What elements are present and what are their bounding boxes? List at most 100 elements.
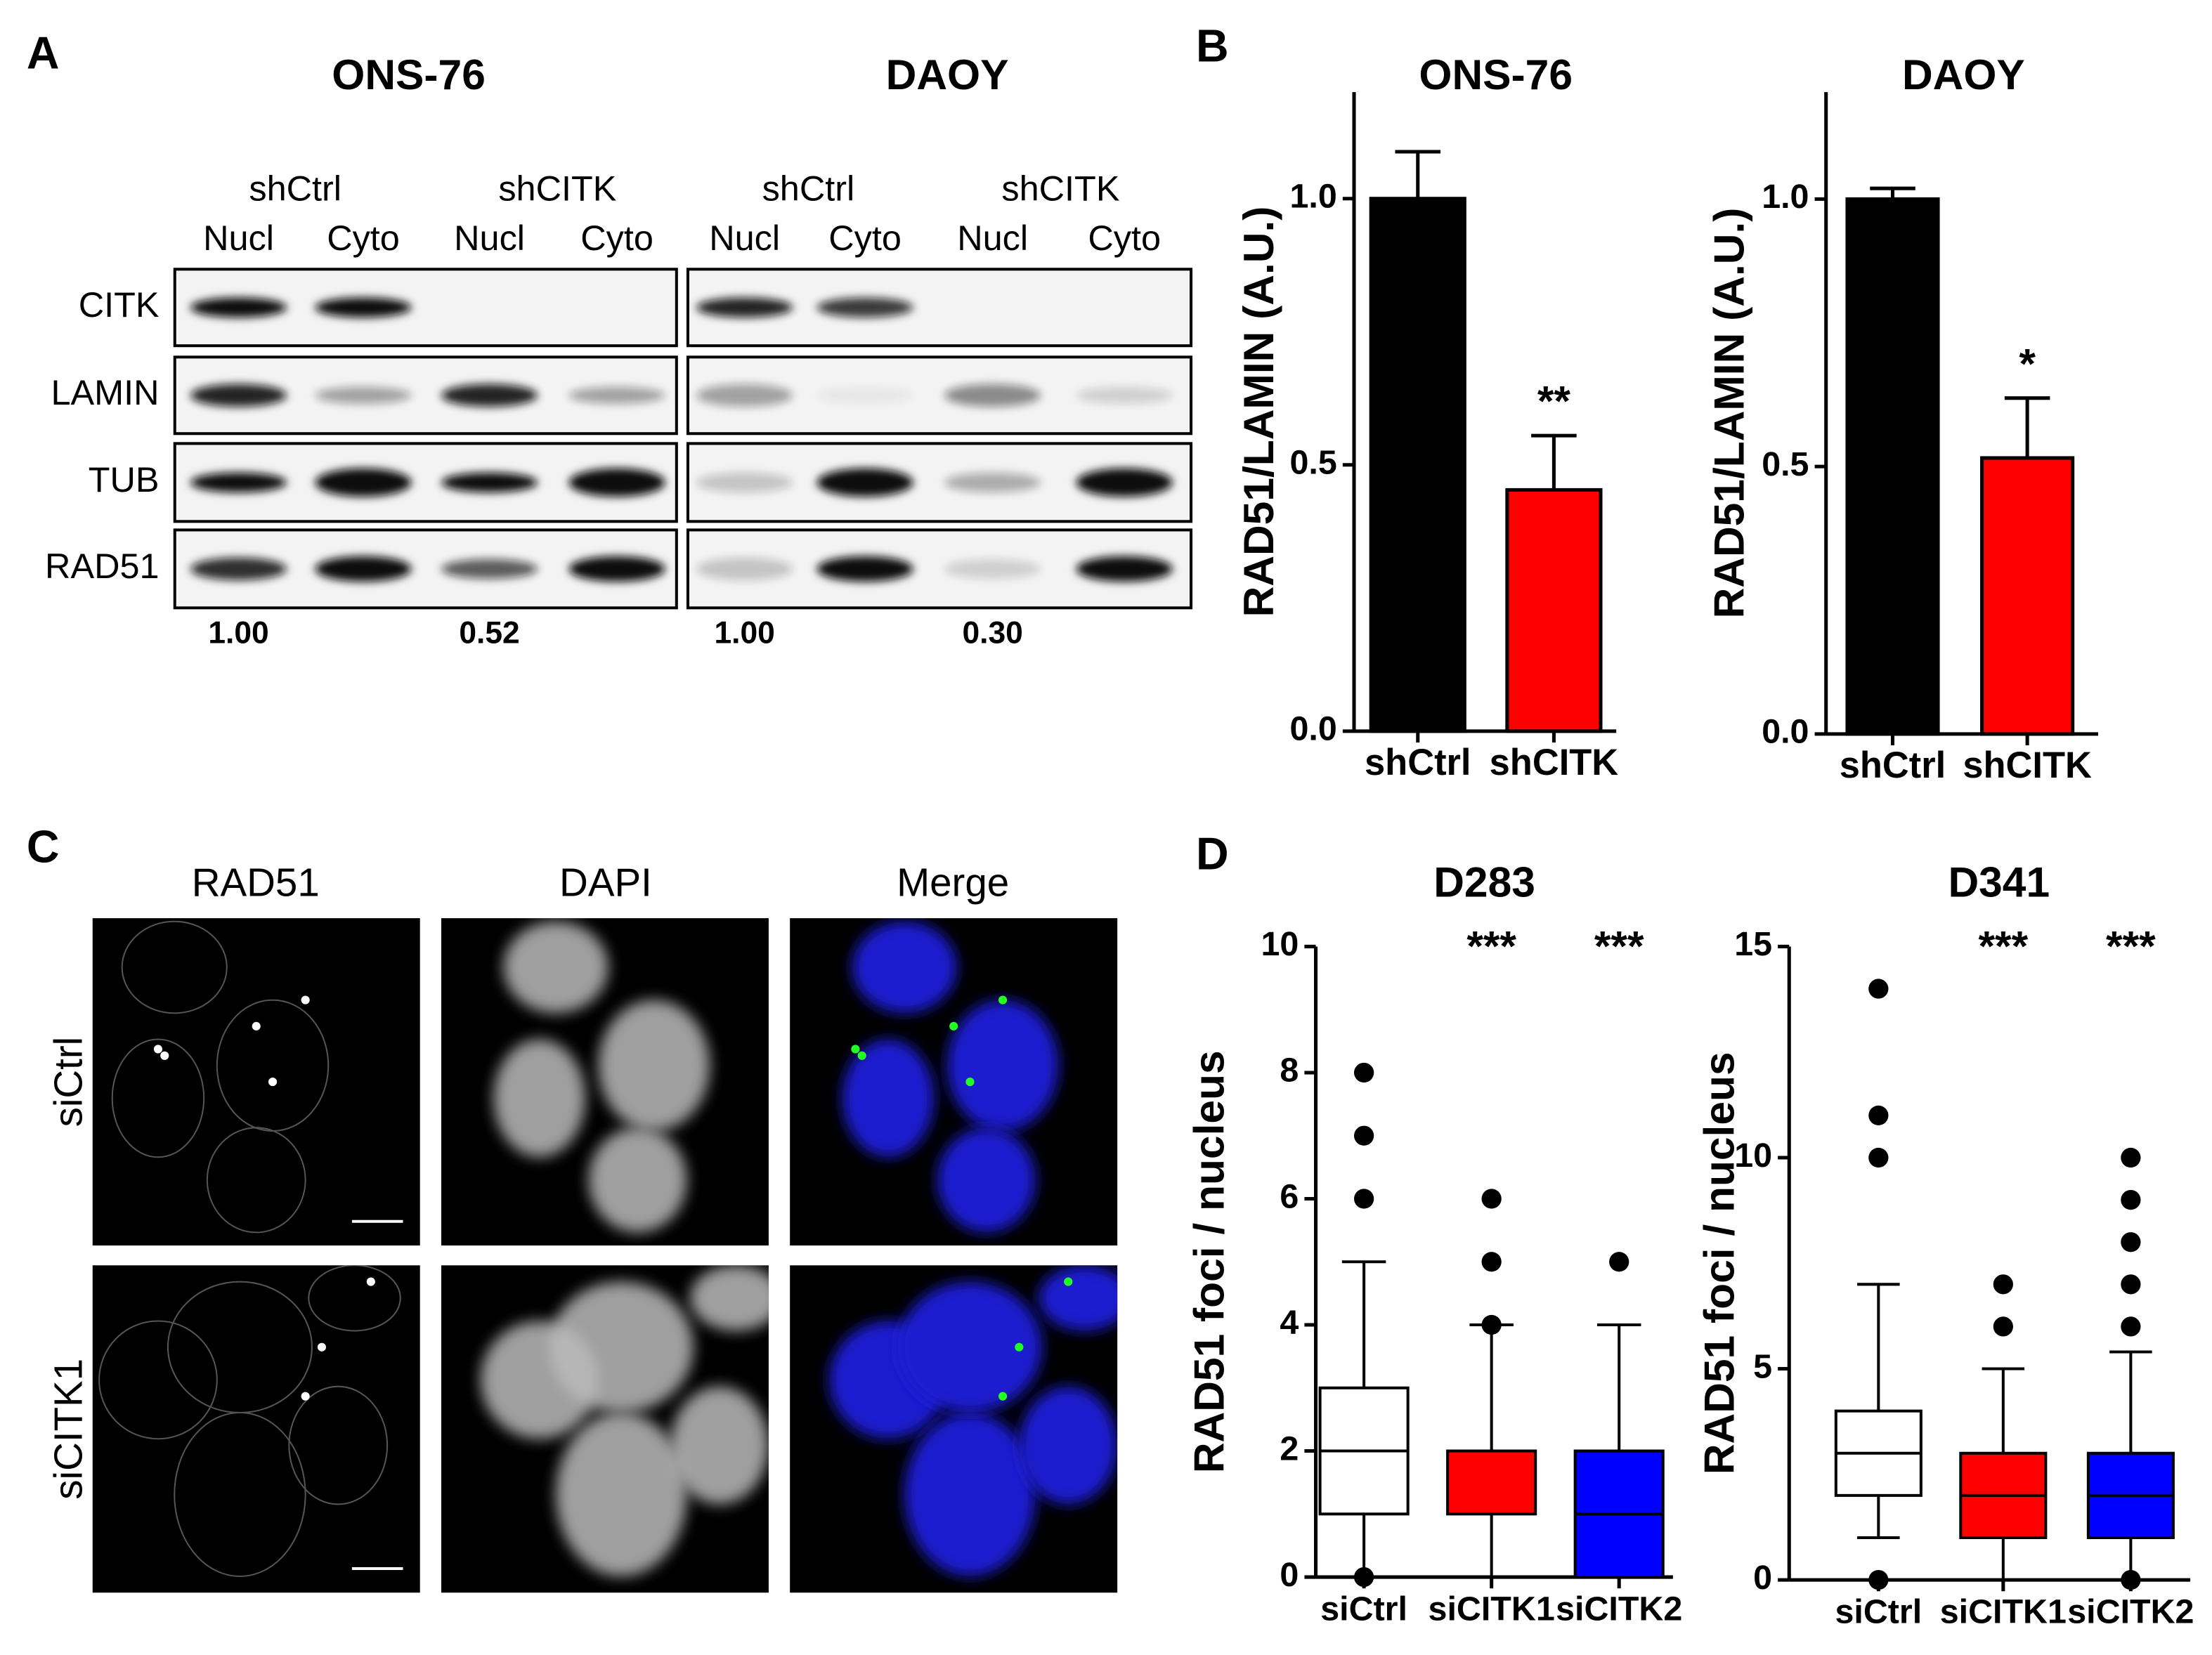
x-tick-label: siCITK2 — [1556, 1590, 1682, 1628]
y-tick-label: 0.5 — [1289, 444, 1336, 482]
focus — [857, 1051, 866, 1060]
panel-label: C — [27, 821, 60, 872]
condition-label: shCITK — [1001, 169, 1119, 209]
nucleus — [206, 1127, 306, 1234]
micrograph-content — [98, 1265, 401, 1577]
y-axis-label: RAD51 foci / nucleus — [1695, 1052, 1743, 1474]
micrograph-content — [842, 921, 1059, 1233]
outlier — [1993, 1316, 2013, 1337]
y-tick-label: 6 — [1280, 1177, 1299, 1215]
outlier — [1353, 1062, 1374, 1083]
quantification: 1.00 — [714, 615, 774, 650]
nucleus — [503, 921, 609, 1014]
blot-band — [315, 297, 412, 318]
blot-band — [817, 556, 913, 582]
fraction-label: Nucl — [709, 218, 780, 258]
focus — [1015, 1342, 1024, 1352]
outlier — [1481, 1252, 1502, 1272]
fraction-label: Cyto — [327, 218, 400, 258]
blot-band — [817, 468, 913, 497]
panel-label: A — [27, 28, 60, 79]
condition-label: shCtrl — [762, 169, 855, 209]
blot-band — [1076, 468, 1173, 497]
blot-band — [1076, 386, 1173, 404]
blot-band — [696, 472, 793, 492]
y-tick-label: 2 — [1280, 1430, 1299, 1467]
quantification: 0.52 — [459, 615, 519, 650]
panel-label: B — [1196, 21, 1229, 72]
quantification: 0.30 — [962, 615, 1022, 650]
fraction-label: Cyto — [580, 218, 653, 258]
significance: ** — [1537, 377, 1571, 425]
blot-band — [441, 472, 538, 492]
focus — [301, 1392, 310, 1401]
y-tick-label: 15 — [1734, 925, 1772, 963]
outlier — [1353, 1566, 1374, 1588]
significance: *** — [1466, 922, 1516, 969]
blot-row-label: RAD51 — [45, 546, 160, 586]
micrograph-content — [111, 920, 330, 1234]
blot-band — [190, 384, 287, 407]
outlier — [1481, 1314, 1502, 1335]
focus — [268, 1078, 278, 1087]
panel-label: D — [1196, 828, 1229, 879]
micrograph-content — [829, 1265, 1118, 1576]
y-tick-label: 1.0 — [1289, 178, 1336, 216]
image-column-label: Merge — [897, 861, 1009, 905]
outlier — [1993, 1274, 2013, 1295]
image-row-label: siCITK1 — [46, 1359, 90, 1500]
nucleus — [556, 1412, 687, 1576]
outlier — [2121, 1316, 2141, 1337]
condition-label: shCtrl — [249, 169, 341, 209]
y-tick-label: 0.0 — [1289, 710, 1336, 748]
outlier — [2121, 1189, 2141, 1210]
outlier — [1868, 1569, 1889, 1590]
blot-band — [944, 558, 1041, 579]
focus — [998, 995, 1008, 1005]
focus — [317, 1342, 326, 1352]
blot-row-label: CITK — [79, 284, 160, 325]
blot-band — [315, 556, 412, 582]
nucleus — [308, 1265, 401, 1332]
x-tick-label: siCtrl — [1320, 1590, 1407, 1628]
outlier — [2121, 1232, 2141, 1252]
nucleus — [1039, 1265, 1118, 1331]
focus — [366, 1277, 375, 1286]
x-tick-label: shCtrl — [1365, 743, 1471, 783]
outlier — [1868, 1105, 1889, 1125]
blot-band — [441, 558, 538, 579]
chart-title: D341 — [1948, 858, 2050, 906]
bar — [1845, 197, 1940, 736]
image-column-label: DAPI — [559, 861, 652, 905]
y-tick-label: 0 — [1280, 1556, 1299, 1594]
box — [1446, 1449, 1537, 1516]
nucleus — [598, 1000, 710, 1131]
significance: * — [2019, 339, 2036, 387]
image-column-label: RAD51 — [192, 861, 320, 905]
blot-band — [817, 297, 913, 318]
y-tick-label: 5 — [1753, 1347, 1772, 1385]
nucleus — [842, 1039, 935, 1158]
y-axis-label: RAD51/LAMIN (A.U.) — [1235, 207, 1282, 617]
blot-band — [190, 557, 287, 581]
micrograph — [92, 1265, 420, 1593]
focus — [851, 1045, 860, 1054]
blot-band — [696, 297, 793, 318]
y-tick-label: 0.5 — [1762, 445, 1809, 483]
nucleus — [549, 1281, 694, 1413]
nucleus — [690, 1265, 769, 1331]
y-tick-label: 10 — [1734, 1137, 1772, 1175]
cell-line-title: DAOY — [886, 51, 1009, 98]
blot-band — [944, 472, 1041, 492]
nucleus — [937, 1127, 1036, 1233]
blot-band — [190, 472, 287, 492]
x-tick-label: shCITK — [1490, 743, 1619, 783]
outlier — [2121, 1147, 2141, 1168]
nucleus — [121, 920, 228, 1014]
bar — [1369, 197, 1466, 733]
outlier — [1353, 1189, 1374, 1209]
y-tick-label: 0 — [1753, 1559, 1772, 1597]
bar — [1505, 488, 1603, 733]
bar — [1980, 456, 2075, 736]
